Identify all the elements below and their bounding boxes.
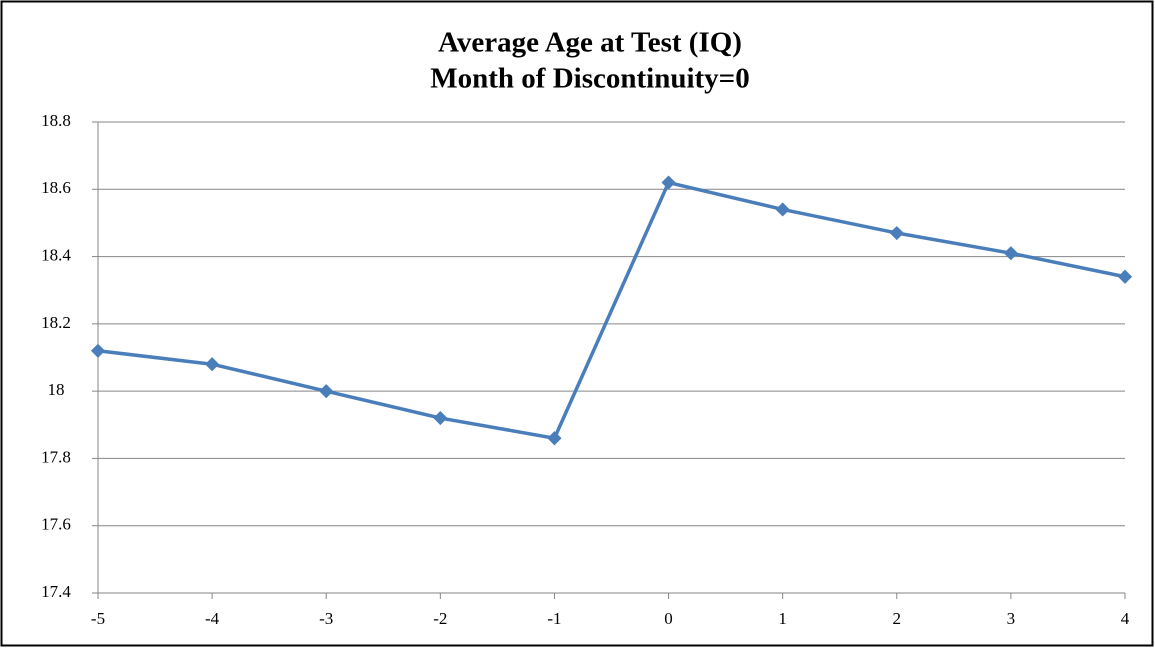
x-tick-label: 1 bbox=[778, 609, 787, 628]
x-tick-label: 2 bbox=[893, 609, 902, 628]
data-point bbox=[547, 431, 562, 446]
y-tick-label: 17.4 bbox=[41, 582, 71, 601]
y-tick-label: 18.2 bbox=[41, 313, 71, 332]
x-tick-label: -2 bbox=[433, 609, 447, 628]
x-tick-label: 4 bbox=[1121, 609, 1130, 628]
y-tick-label: 18.8 bbox=[41, 111, 71, 130]
x-tick-label: 3 bbox=[1007, 609, 1016, 628]
data-point bbox=[1003, 246, 1018, 261]
y-tick-label: 17.8 bbox=[41, 447, 71, 466]
data-point bbox=[319, 384, 334, 399]
x-tick-label: -1 bbox=[547, 609, 561, 628]
y-tick-label: 18.4 bbox=[41, 245, 71, 264]
y-tick-label: 17.6 bbox=[41, 515, 71, 534]
data-point bbox=[1117, 269, 1133, 284]
chart-title: Average Age at Test (IQ) bbox=[438, 27, 742, 59]
data-point bbox=[205, 357, 220, 372]
x-tick-label: 0 bbox=[664, 609, 673, 628]
x-tick-label: -3 bbox=[319, 609, 333, 628]
x-tick-label: -5 bbox=[91, 609, 105, 628]
data-point bbox=[90, 343, 106, 358]
data-point bbox=[775, 202, 790, 217]
data-point bbox=[889, 225, 904, 241]
data-point bbox=[433, 410, 448, 426]
chart-subtitle: Month of Discontinuity=0 bbox=[430, 63, 749, 95]
data-point bbox=[661, 175, 676, 190]
y-tick-label: 18 bbox=[48, 380, 65, 399]
y-tick-label: 18.6 bbox=[41, 178, 71, 197]
series-line bbox=[97, 180, 1126, 440]
x-tick-label: -4 bbox=[205, 609, 220, 628]
